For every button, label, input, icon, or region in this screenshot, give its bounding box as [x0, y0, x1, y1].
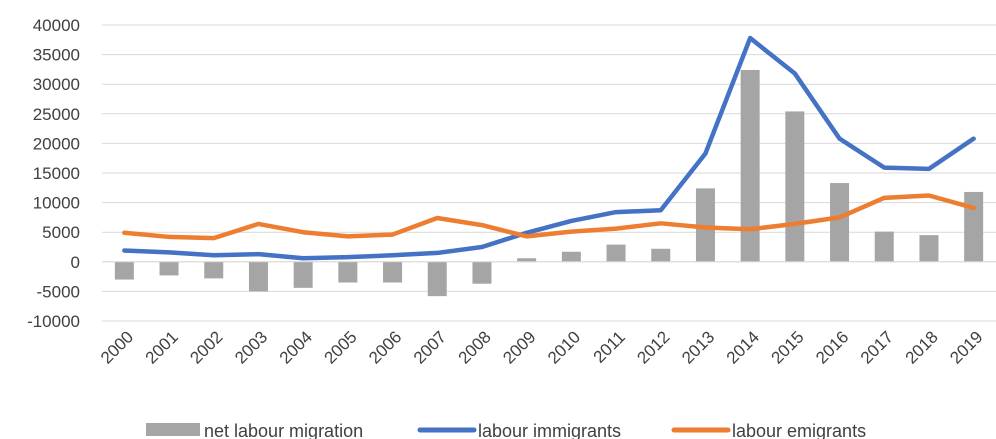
bar-net-labour-migration-2011	[606, 244, 626, 262]
bar-net-labour-migration-2004	[293, 261, 313, 288]
bar-net-labour-migration-2001	[159, 261, 179, 276]
bar-net-labour-migration-2005	[338, 261, 358, 283]
y-tick-label: 5000	[42, 223, 80, 242]
bar-net-labour-migration-2017	[874, 231, 894, 262]
x-tick-label: 2003	[231, 327, 271, 367]
legend-item-labour-emigrants: labour emigrants	[671, 421, 866, 439]
y-tick-label: 25000	[33, 105, 80, 124]
y-tick-label: 0	[71, 253, 80, 272]
line-labour-emigrants	[122, 193, 976, 241]
x-tick-label: 2013	[678, 327, 718, 367]
x-tick-label: 2001	[142, 327, 182, 367]
bar-net-labour-migration-2019	[964, 191, 984, 262]
legend-label-labour-immigrants: labour immigrants	[478, 421, 621, 439]
x-tick-label: 2007	[410, 327, 450, 367]
x-tick-label: 2016	[812, 327, 852, 367]
x-tick-label: 2004	[276, 327, 316, 367]
bar-net-labour-migration-2007	[427, 261, 447, 297]
bar-net-labour-migration-2000	[114, 261, 134, 280]
bar-net-labour-migration-2012	[651, 248, 671, 262]
gridlines	[102, 24, 996, 322]
bar-net-labour-migration-2010	[561, 251, 581, 262]
x-tick-label: 2015	[767, 327, 807, 367]
x-tick-label: 2008	[455, 327, 495, 367]
bar-net-labour-migration-2006	[383, 261, 403, 283]
bar-net-labour-migration-2013	[695, 188, 715, 262]
y-axis-ticks: 40000 35000 30000 25000 20000 15000 10000 5000 0…	[27, 16, 80, 331]
x-tick-label: 2011	[590, 327, 629, 366]
y-tick-label: 15000	[33, 164, 80, 183]
y-tick-label: -5000	[37, 282, 80, 301]
x-axis-ticks: 2000 2001 2002 2003 2004 2005 2006 2007 2008 2009…	[97, 327, 986, 367]
legend-label-net-labour-migration: net labour migration	[204, 421, 363, 439]
legend-item-net-labour-migration: net labour migration	[146, 421, 363, 439]
bar-net-labour-migration-2016	[830, 183, 850, 262]
bar-net-labour-migration-2003	[248, 261, 268, 292]
x-tick-label: 2018	[902, 327, 942, 367]
bar-net-labour-migration-2002	[204, 261, 224, 279]
legend-label-labour-emigrants: labour emigrants	[732, 421, 866, 439]
x-tick-label: 2010	[544, 327, 584, 367]
y-tick-label: -10000	[27, 312, 80, 331]
bar-net-labour-migration-2015	[785, 111, 805, 262]
x-tick-label: 2000	[97, 327, 137, 367]
x-tick-label: 2017	[857, 327, 897, 367]
y-tick-label: 20000	[33, 134, 80, 153]
legend-swatch-net-labour-migration	[146, 423, 200, 436]
bar-net-labour-migration-2014	[740, 69, 760, 262]
y-tick-label: 40000	[33, 16, 80, 35]
y-tick-label: 10000	[33, 194, 80, 213]
legend-item-labour-immigrants: labour immigrants	[417, 421, 621, 439]
x-tick-label: 2019	[946, 327, 986, 367]
line-series	[122, 35, 976, 261]
bar-net-labour-migration-2008	[472, 261, 492, 284]
legend: net labour migration labour immigrants l…	[146, 421, 866, 439]
line-labour-immigrants	[122, 35, 976, 261]
x-tick-label: 2014	[723, 327, 763, 367]
x-tick-label: 2009	[499, 327, 539, 367]
y-tick-label: 35000	[33, 46, 80, 65]
x-tick-label: 2005	[320, 327, 360, 367]
y-tick-label: 30000	[33, 75, 80, 94]
x-tick-label: 2006	[365, 327, 405, 367]
bar-net-labour-migration-2009	[517, 258, 537, 262]
bar-series	[114, 69, 984, 297]
x-tick-label: 2002	[186, 327, 226, 367]
bar-net-labour-migration-2018	[919, 235, 939, 262]
x-tick-label: 2012	[633, 327, 673, 367]
